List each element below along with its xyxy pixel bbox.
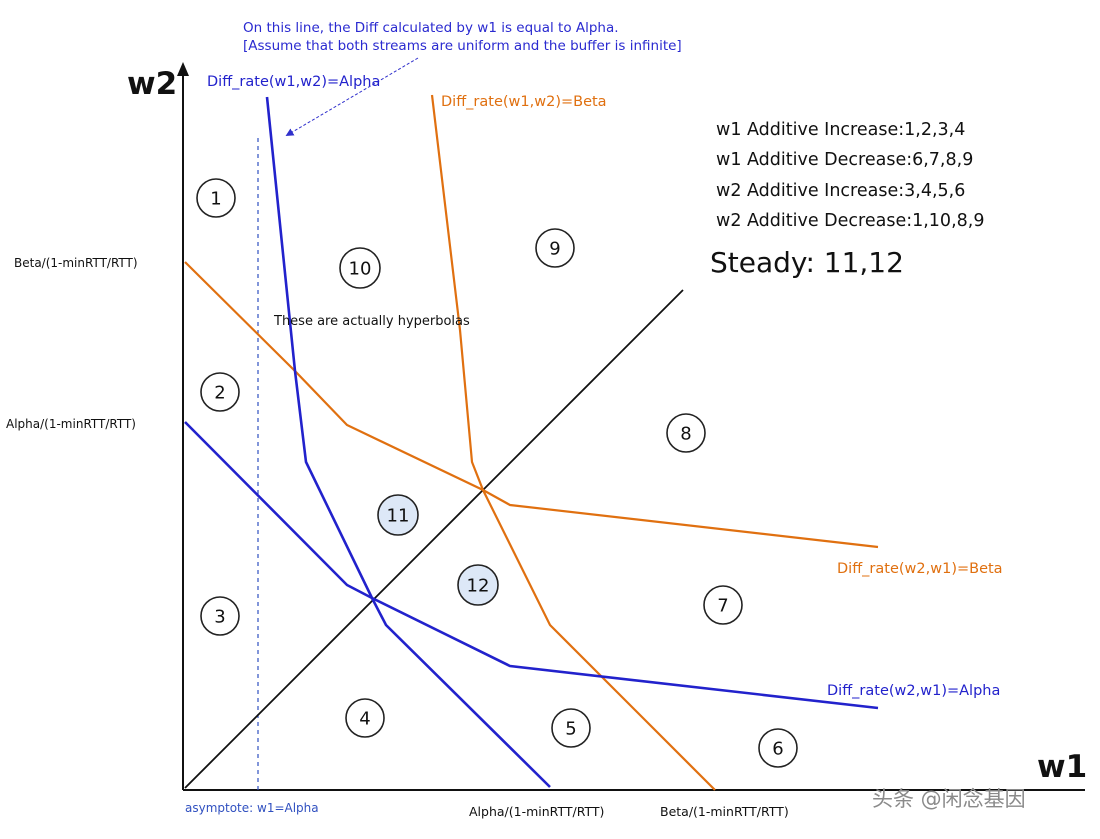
- y-tick-beta: Beta/(1-minRTT/RTT): [14, 256, 138, 270]
- beta-w1w2-label: Diff_rate(w1,w2)=Beta: [441, 94, 607, 110]
- region-10-label: 10: [349, 259, 372, 280]
- watermark: 头条 @闲念基因: [872, 787, 1026, 811]
- alpha-curve-w2w1: [184, 421, 879, 710]
- region-6-label: 6: [772, 739, 783, 760]
- x-tick-alpha: Alpha/(1-minRTT/RTT): [469, 804, 604, 819]
- region-9-label: 9: [549, 239, 560, 260]
- region-1: 1: [196, 178, 236, 218]
- steady-label: Steady: 11,12: [710, 246, 904, 279]
- region-7-label: 7: [717, 596, 728, 617]
- region-11: 11: [377, 494, 419, 536]
- beta-curve-w2w1: [184, 261, 879, 549]
- alpha-curve-w1w2: [265, 96, 551, 788]
- legend-item-2: w1 Additive Decrease:6,7,8,9: [716, 150, 973, 170]
- region-2-label: 2: [214, 383, 225, 404]
- region-12: 12: [457, 564, 499, 606]
- beta-w2w1-label: Diff_rate(w2,w1)=Beta: [837, 561, 1003, 577]
- region-11-label: 11: [387, 506, 410, 527]
- region-8-label: 8: [680, 424, 691, 445]
- annotation-arrow: [285, 57, 419, 137]
- alpha-w2w1-label: Diff_rate(w2,w1)=Alpha: [827, 683, 1000, 699]
- region-2: 2: [200, 372, 240, 412]
- region-3-label: 3: [214, 607, 225, 628]
- region-8: 8: [666, 413, 706, 453]
- region-9: 9: [535, 228, 575, 268]
- legend-item-1: w1 Additive Increase:1,2,3,4: [716, 120, 965, 140]
- alpha-w1w2-label: Diff_rate(w1,w2)=Alpha: [207, 74, 380, 90]
- legend-item-3: w2 Additive Increase:3,4,5,6: [716, 181, 965, 201]
- region-7: 7: [703, 585, 743, 625]
- note-line-2: [Assume that both streams are uniform an…: [243, 38, 682, 54]
- region-5-label: 5: [565, 719, 576, 740]
- y-tick-alpha: Alpha/(1-minRTT/RTT): [6, 417, 136, 431]
- region-10: 10: [339, 247, 381, 289]
- hyperbola-note: These are actually hyperbolas: [273, 314, 470, 329]
- x-axis-label: w1: [1037, 749, 1087, 785]
- legend-item-4: w2 Additive Decrease:1,10,8,9: [716, 211, 984, 231]
- y-axis-arrow-icon: [177, 62, 189, 76]
- region-4-label: 4: [359, 709, 370, 730]
- region-5: 5: [551, 708, 591, 748]
- region-1-label: 1: [210, 189, 221, 210]
- note-line-1: On this line, the Diff calculated by w1 …: [243, 20, 619, 36]
- y-axis-label: w2: [127, 66, 177, 102]
- beta-curve-w1w2: [430, 94, 716, 791]
- region-6: 6: [758, 728, 798, 768]
- diagonal-line: [184, 289, 684, 789]
- asymptote-label: asymptote: w1=Alpha: [185, 801, 319, 815]
- region-3: 3: [200, 596, 240, 636]
- x-tick-beta: Beta/(1-minRTT/RTT): [660, 804, 789, 819]
- region-4: 4: [345, 698, 385, 738]
- region-12-label: 12: [467, 576, 490, 597]
